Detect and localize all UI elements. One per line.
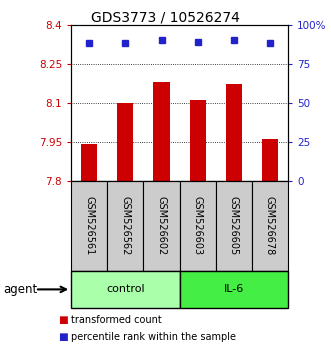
- Text: GDS3773 / 10526274: GDS3773 / 10526274: [91, 11, 240, 25]
- Bar: [252, 181, 288, 271]
- Bar: [81, 144, 97, 181]
- Text: percentile rank within the sample: percentile rank within the sample: [71, 332, 236, 342]
- Text: GSM526603: GSM526603: [193, 196, 203, 255]
- Text: transformed count: transformed count: [71, 315, 162, 325]
- Text: IL-6: IL-6: [224, 284, 244, 295]
- Bar: [71, 271, 179, 308]
- Bar: [179, 271, 288, 308]
- Bar: [226, 85, 242, 181]
- Bar: [107, 181, 143, 271]
- Text: GSM526602: GSM526602: [157, 196, 166, 255]
- Bar: [117, 103, 133, 181]
- Bar: [153, 82, 169, 181]
- Bar: [143, 181, 179, 271]
- Bar: [179, 181, 216, 271]
- Bar: [71, 181, 107, 271]
- Text: control: control: [106, 284, 145, 295]
- Text: agent: agent: [3, 283, 37, 296]
- Text: GSM526678: GSM526678: [265, 196, 275, 255]
- Text: GSM526561: GSM526561: [84, 196, 94, 255]
- Bar: [190, 100, 206, 181]
- Text: GSM526562: GSM526562: [120, 196, 130, 255]
- Bar: [262, 139, 278, 181]
- Text: ■: ■: [58, 315, 68, 325]
- Text: ■: ■: [58, 332, 68, 342]
- Text: GSM526605: GSM526605: [229, 196, 239, 255]
- Bar: [216, 181, 252, 271]
